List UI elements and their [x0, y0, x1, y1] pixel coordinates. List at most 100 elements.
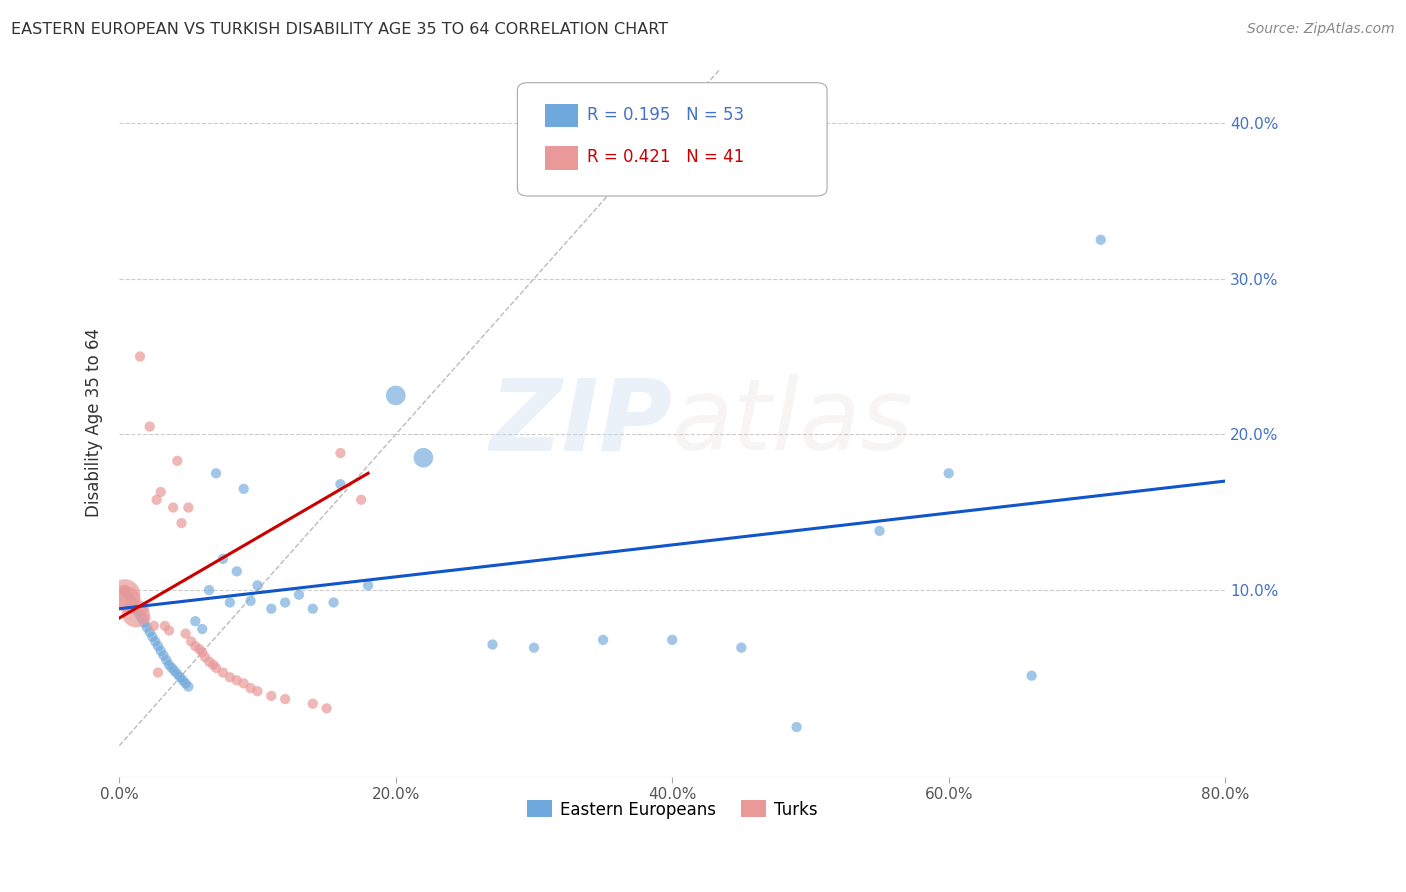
Point — [384, 388, 406, 402]
Point — [232, 482, 254, 496]
Text: EASTERN EUROPEAN VS TURKISH DISABILITY AGE 35 TO 64 CORRELATION CHART: EASTERN EUROPEAN VS TURKISH DISABILITY A… — [11, 22, 668, 37]
Point — [202, 657, 225, 672]
Point — [357, 578, 380, 592]
Point — [523, 640, 546, 655]
Point — [288, 588, 311, 602]
Point — [260, 689, 283, 703]
Point — [1090, 233, 1112, 247]
Point — [131, 611, 153, 625]
Point — [260, 601, 283, 615]
Point — [212, 665, 235, 680]
Point — [188, 642, 211, 657]
Point — [174, 676, 197, 690]
Point — [120, 597, 142, 611]
Point — [205, 467, 228, 481]
Bar — [546, 146, 578, 169]
Point — [225, 673, 247, 688]
Point — [169, 670, 191, 684]
Point — [661, 632, 683, 647]
Point — [592, 632, 614, 647]
Point — [232, 676, 254, 690]
Bar — [546, 104, 578, 128]
Point — [177, 500, 200, 515]
Point — [218, 670, 240, 684]
Point — [218, 595, 240, 609]
Point — [112, 582, 135, 597]
Point — [239, 594, 262, 608]
Point — [481, 638, 503, 652]
Point — [149, 644, 172, 658]
Point — [114, 588, 136, 602]
Text: atlas: atlas — [672, 374, 914, 471]
Point — [1021, 668, 1043, 682]
Point — [225, 565, 247, 579]
Point — [145, 492, 167, 507]
Point — [329, 446, 352, 460]
Point — [162, 500, 184, 515]
Point — [170, 516, 193, 530]
Point — [174, 626, 197, 640]
Point — [274, 595, 297, 609]
Point — [212, 552, 235, 566]
Point — [114, 582, 136, 597]
Text: R = 0.421   N = 41: R = 0.421 N = 41 — [588, 148, 744, 166]
Text: ZIP: ZIP — [489, 374, 672, 471]
Point — [134, 615, 156, 630]
Point — [125, 601, 148, 615]
FancyBboxPatch shape — [517, 83, 827, 196]
Text: R = 0.195   N = 53: R = 0.195 N = 53 — [588, 105, 744, 124]
Point — [122, 601, 145, 615]
Point — [184, 614, 207, 628]
Point — [152, 648, 174, 663]
Point — [172, 673, 194, 688]
Point — [146, 665, 169, 680]
Point — [135, 620, 157, 634]
Point — [138, 419, 160, 434]
Point — [166, 454, 188, 468]
Point — [322, 595, 344, 609]
Point — [786, 720, 808, 734]
Point — [142, 619, 165, 633]
Point — [117, 592, 139, 607]
Point — [125, 607, 148, 621]
Point — [938, 467, 960, 481]
Point — [117, 588, 139, 602]
Point — [120, 592, 142, 607]
Point — [239, 681, 262, 695]
Point — [191, 645, 214, 659]
Point — [146, 639, 169, 653]
Point — [301, 601, 323, 615]
Point — [122, 597, 145, 611]
Point — [191, 622, 214, 636]
Point — [198, 582, 221, 597]
Point — [869, 524, 891, 538]
Point — [155, 653, 177, 667]
Point — [205, 661, 228, 675]
Point — [163, 664, 186, 678]
Point — [184, 639, 207, 653]
Point — [246, 578, 269, 592]
Point — [177, 680, 200, 694]
Point — [157, 657, 180, 672]
Y-axis label: Disability Age 35 to 64: Disability Age 35 to 64 — [86, 328, 103, 517]
Point — [198, 655, 221, 669]
Legend: Eastern Europeans, Turks: Eastern Europeans, Turks — [520, 794, 824, 825]
Point — [153, 619, 176, 633]
Point — [180, 634, 202, 648]
Point — [129, 350, 152, 364]
Point — [412, 450, 434, 465]
Point — [315, 701, 337, 715]
Point — [329, 477, 352, 491]
Point — [350, 492, 373, 507]
Point — [132, 603, 155, 617]
Point — [157, 624, 180, 638]
Point — [166, 667, 188, 681]
Point — [274, 692, 297, 706]
Point — [135, 611, 157, 625]
Point — [143, 634, 166, 648]
Point — [301, 697, 323, 711]
Text: Source: ZipAtlas.com: Source: ZipAtlas.com — [1247, 22, 1395, 37]
Point — [246, 684, 269, 698]
Point — [160, 661, 183, 675]
Point — [730, 640, 752, 655]
